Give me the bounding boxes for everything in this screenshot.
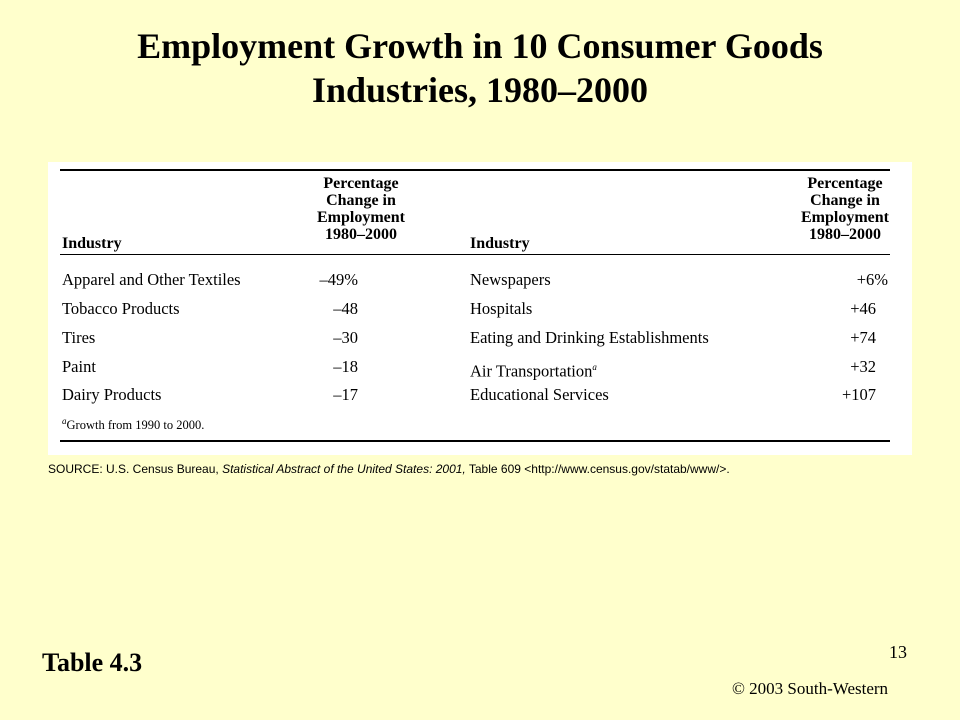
row-left-industry: Apparel and Other Textiles	[62, 270, 241, 289]
header-right-change: Percentage Change in Employment 1980–200…	[801, 175, 889, 243]
row-right-value: +6%	[856, 270, 888, 289]
row-right-value: +32	[850, 357, 876, 376]
table-header-rule	[60, 254, 890, 255]
row-right-industry: Educational Services	[470, 385, 609, 404]
table-number-label: Table 4.3	[42, 648, 143, 677]
table-footnote: aGrowth from 1990 to 2000.	[62, 416, 205, 433]
slide-title: Employment Growth in 10 Consumer Goods I…	[0, 24, 960, 112]
row-right-industry: Eating and Drinking Establishments	[470, 328, 709, 347]
row-left-value: –49%	[319, 270, 359, 289]
row-left-industry: Tires	[62, 328, 96, 347]
employment-table: Industry Percentage Change in Employment…	[48, 162, 912, 455]
row-right-industry: Hospitals	[470, 299, 533, 318]
row-right-value: +74	[850, 328, 876, 347]
row-left-industry: Paint	[62, 357, 96, 376]
row-right-value: +46	[850, 299, 876, 318]
row-left-value: –18	[333, 357, 358, 376]
footnote-marker: a	[592, 362, 597, 372]
table-top-rule	[60, 169, 890, 171]
title-line-2: Industries, 1980–2000	[311, 70, 649, 110]
row-left-value: –30	[333, 328, 358, 347]
page-number: 13	[889, 642, 907, 662]
row-left-value: –17	[333, 385, 358, 404]
row-right-industry: Newspapers	[470, 270, 551, 289]
row-right-value: +107	[841, 385, 876, 404]
copyright-notice: © 2003 South-Western	[732, 679, 889, 698]
table-bottom-rule	[60, 440, 890, 442]
title-line-1: Employment Growth in 10 Consumer Goods	[137, 26, 823, 66]
header-left-change: Percentage Change in Employment 1980–200…	[317, 175, 405, 243]
row-right-industry: Air Transportationa	[470, 361, 597, 381]
row-left-value: –48	[333, 299, 358, 318]
row-left-industry: Tobacco Products	[62, 299, 180, 318]
header-right-industry: Industry	[470, 235, 530, 252]
source-citation: SOURCE: U.S. Census Bureau, Statistical …	[48, 462, 730, 476]
row-left-industry: Dairy Products	[62, 385, 162, 404]
header-left-industry: Industry	[62, 235, 122, 252]
